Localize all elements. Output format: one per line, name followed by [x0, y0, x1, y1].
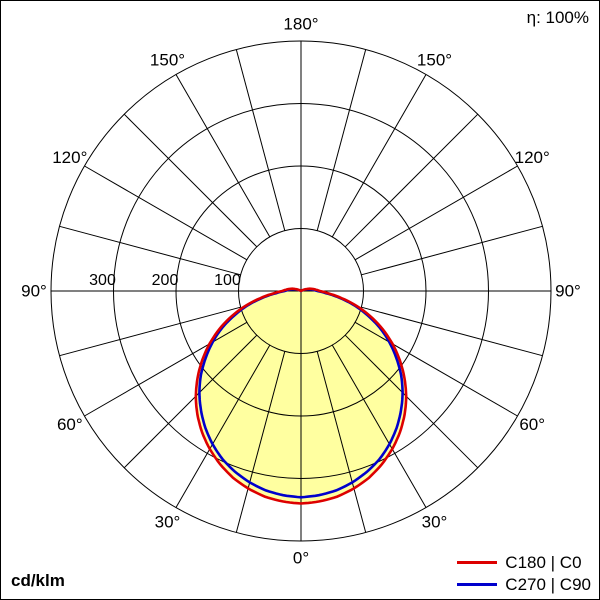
grid-spoke [84, 165, 248, 261]
legend-row-c90: C270 | C90 [457, 576, 591, 593]
angle-label: 150° [417, 50, 452, 69]
grid-spoke [331, 344, 427, 508]
grid-spoke [84, 321, 248, 417]
grid-spoke [123, 334, 258, 469]
grid-spoke [361, 225, 543, 276]
grid-spoke [344, 334, 479, 469]
ring-labels: 100 200 300 [89, 272, 241, 289]
angle-label: 150° [150, 50, 185, 69]
angle-label: 0° [293, 549, 309, 568]
grid-spoke [59, 225, 241, 276]
grid-spoke [59, 306, 241, 357]
legend-row-c0: C180 | C0 [457, 554, 591, 571]
grid-spoke [344, 113, 479, 248]
legend-label-c270-c90: C270 | C90 [505, 575, 591, 594]
grid-spoke [354, 165, 518, 261]
curve-c180-c0 [194, 287, 408, 505]
grid-spoke [235, 351, 286, 533]
legend-line-c270-c90 [457, 583, 498, 586]
light-output-ratio-label: η: 100% [526, 8, 589, 27]
ring-label: 100 [214, 272, 241, 289]
angle-label: 180° [283, 15, 318, 34]
grid-spoke [175, 344, 271, 508]
angle-label: 120° [515, 148, 550, 167]
angle-label: 30° [422, 513, 448, 532]
grid-spoke [316, 351, 367, 533]
angle-label: 120° [52, 148, 87, 167]
grid-spoke [331, 74, 427, 238]
grid-spoke [361, 306, 543, 357]
legend: C180 | C0 C270 | C90 [457, 554, 591, 593]
grid-spoke [316, 49, 367, 231]
grid-spoke [235, 49, 286, 231]
ring-label: 300 [89, 272, 116, 289]
angle-label: 30° [155, 513, 181, 532]
grid-spoke [123, 113, 258, 248]
grid-spoke [354, 321, 518, 417]
angle-label: 90° [21, 282, 47, 301]
legend-line-c180-c0 [457, 561, 498, 564]
angle-label: 60° [519, 415, 545, 434]
angle-label: 90° [555, 282, 581, 301]
angle-label: 60° [57, 415, 83, 434]
ring-label: 200 [152, 272, 179, 289]
unit-label: cd/klm [11, 571, 65, 590]
polar-grid [50, 40, 552, 542]
angle-labels: 0° 30° 30° 60° 60° 90° 90° 120° 120° 150° 150° 180° [21, 15, 581, 568]
legend-label-c180-c0: C180 | C0 [505, 553, 582, 572]
grid-spoke [175, 74, 271, 238]
